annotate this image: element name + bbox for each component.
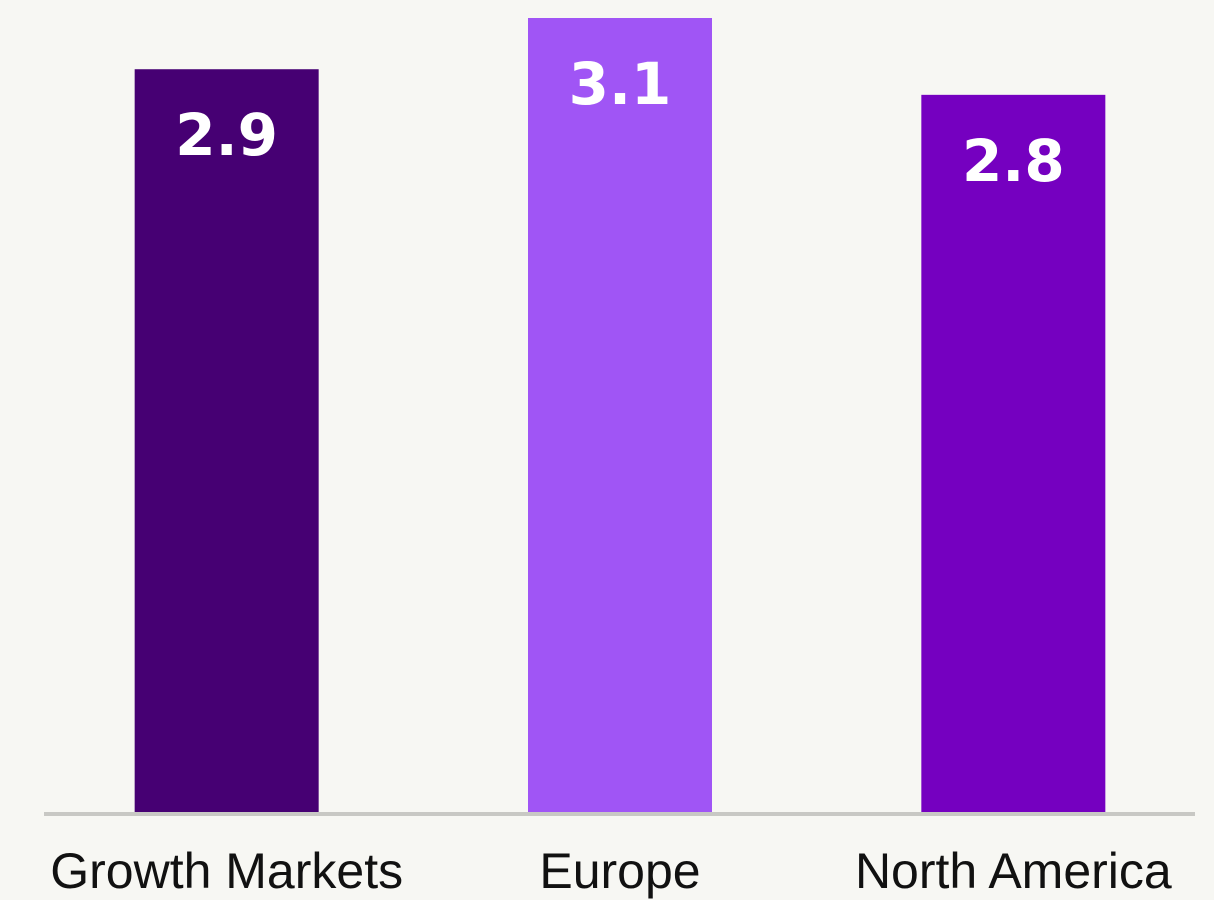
- data-label: 3.1: [569, 50, 672, 118]
- x-tick-label: North America: [855, 843, 1172, 899]
- x-tick-label: Europe: [539, 843, 700, 899]
- bar: [134, 69, 319, 812]
- bar: [528, 18, 712, 812]
- x-tick-label: Growth Markets: [50, 843, 403, 899]
- data-label: 2.8: [962, 127, 1065, 195]
- bar: [921, 94, 1106, 813]
- data-label: 2.9: [175, 101, 278, 169]
